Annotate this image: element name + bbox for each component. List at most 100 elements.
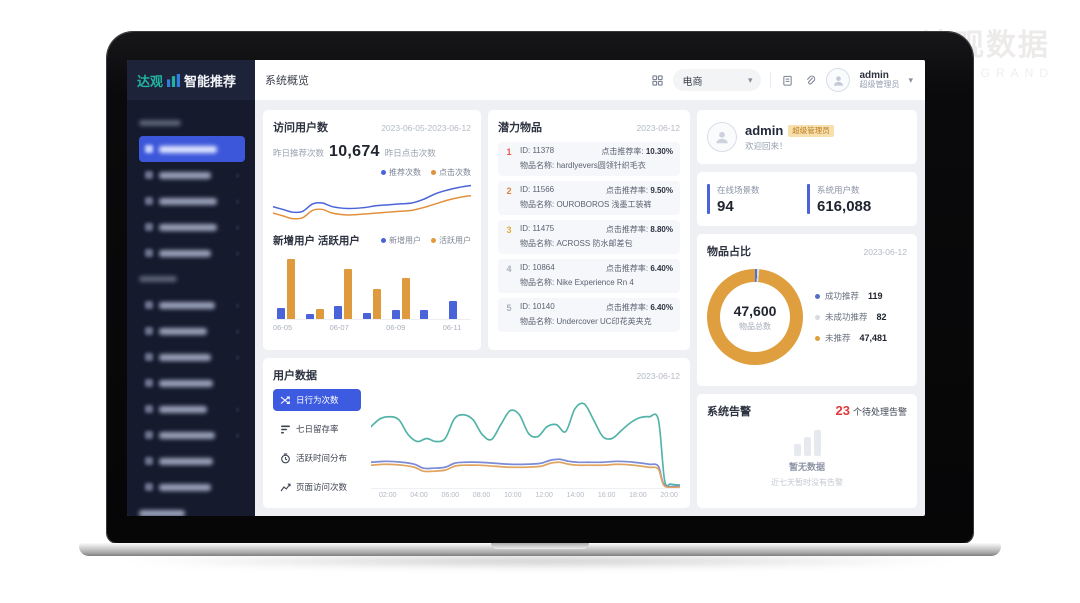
- potential-item-row[interactable]: 3 ID: 11475 点击推荐率: 8.80% 物品名称: ACROSS 防水邮差包: [498, 220, 680, 254]
- sidebar-item[interactable]: ›: [139, 318, 245, 344]
- x-tick-label: 08:00: [472, 492, 491, 499]
- item-id: ID: 10140: [520, 302, 555, 311]
- chevron-down-icon: ▾: [747, 74, 753, 85]
- sidebar-item[interactable]: ›: [139, 240, 245, 266]
- behavior-icon: [280, 395, 290, 404]
- user-data-title: 用户数据: [273, 370, 317, 382]
- bar: [277, 307, 285, 319]
- legend-dot: [815, 293, 820, 299]
- clock-icon: [281, 452, 290, 463]
- user-chevron-down-icon[interactable]: ▾: [908, 74, 913, 85]
- alert-count-suffix: 个待处理告警: [852, 407, 907, 417]
- x-tick-label: [358, 323, 386, 332]
- legend-label: 新增用户: [389, 236, 421, 245]
- legend-dot: [431, 170, 436, 175]
- potential-card-date: 2023-06-12: [636, 123, 680, 133]
- sidebar-item[interactable]: ›: [139, 214, 245, 240]
- chevron-right-icon: ›: [236, 352, 239, 362]
- proportion-date: 2023-06-12: [863, 247, 907, 257]
- visit-card-date-range: 2023-06-05-2023-06-12: [381, 123, 471, 133]
- pending-alerts[interactable]: 23 个待处理告警: [836, 403, 907, 418]
- metric2-label: 昨日点击次数: [384, 148, 436, 158]
- user-info[interactable]: admin 超级管理员: [859, 70, 899, 90]
- sidebar-item[interactable]: ›: [139, 162, 245, 188]
- legend-item[interactable]: 成功推荐 119: [815, 290, 887, 302]
- x-tick-label: 06-11: [442, 323, 462, 332]
- scene-select-value: 电商: [682, 76, 703, 88]
- user-chart-x-axis: 02:00 04:00 06:00 08:00 10:00 12:00 14:00 16:00…: [371, 489, 680, 499]
- sidebar-item-icon: [145, 249, 153, 257]
- stat-value: 616,088: [817, 197, 872, 215]
- menu-label: 页面访问次数: [296, 482, 348, 492]
- document-icon[interactable]: [780, 73, 794, 87]
- item-name: 物品名称: hardlyevers圆领针织毛衣: [520, 161, 646, 170]
- blurred-label: [139, 509, 185, 516]
- sidebar-item-icon: [145, 301, 153, 309]
- blurred-label: [159, 327, 207, 335]
- chevron-right-icon: ›: [236, 300, 239, 310]
- dashboard-screen: 达观 智能推荐 › › › › › › › › › 系统概览: [127, 60, 925, 516]
- sidebar-label: [139, 500, 245, 516]
- legend-label: 活跃用户: [439, 236, 471, 245]
- stat-accent-bar: [807, 184, 810, 214]
- chevron-right-icon: ›: [236, 326, 239, 336]
- potential-item-row[interactable]: 2 ID: 11566 点击推荐率: 9.50% 物品名称: OUROBOROS 浅墨…: [498, 181, 680, 215]
- bar: [372, 288, 381, 319]
- item-name: 物品名称: ACROSS 防水邮差包: [520, 239, 633, 248]
- bar-group: [334, 256, 353, 319]
- sidebar-item[interactable]: ›: [139, 396, 245, 422]
- item-ctr: 点击推荐率: 10.30%: [601, 147, 673, 156]
- x-tick-label: [301, 323, 329, 332]
- sidebar-item[interactable]: ›: [139, 188, 245, 214]
- potential-item-row[interactable]: 4 ID: 10864 点击推荐率: 6.40% 物品名称: Nike Experie…: [498, 259, 680, 293]
- legend-item[interactable]: 推荐次数: [381, 167, 421, 178]
- x-tick-label: 14:00: [566, 492, 585, 499]
- proportion-donut: [707, 269, 803, 365]
- left-column: 访问用户数 2023-06-05-2023-06-12 昨日推荐次数 10,67…: [263, 110, 690, 508]
- item-name: 物品名称: OUROBOROS 浅墨工装裤: [520, 200, 652, 209]
- blurred-label: [159, 405, 207, 413]
- legend-dot: [815, 335, 820, 341]
- proportion-legend: 成功推荐 119 未成功推荐 82 未推荐 47,481: [815, 290, 887, 344]
- rank-badge: 3: [506, 225, 512, 235]
- proportion-title: 物品占比: [707, 246, 751, 258]
- bar: [420, 309, 429, 319]
- laptop-shadow: [110, 555, 970, 567]
- alerts-empty-state: 暂无数据 近七天暂时没有告警: [707, 419, 907, 499]
- legend-dot: [431, 238, 436, 243]
- menu-daily-behavior[interactable]: 日行为次数: [273, 389, 361, 411]
- sidebar-item[interactable]: ›: [139, 292, 245, 318]
- user-role: 超级管理员: [859, 80, 900, 90]
- legend-item[interactable]: 点击次数: [431, 167, 471, 178]
- menu-page-visits[interactable]: 页面访问次数: [273, 476, 361, 498]
- dashboard-content: 访问用户数 2023-06-05-2023-06-12 昨日推荐次数 10,67…: [255, 100, 925, 516]
- menu-active-time[interactable]: 活跃时间分布: [273, 447, 361, 469]
- x-tick-label: 18:00: [629, 492, 647, 499]
- potential-item-row[interactable]: 5 ID: 10140 点击推荐率: 6.40% 物品名称: Undercover U…: [498, 298, 680, 332]
- sidebar-item[interactable]: [139, 370, 245, 396]
- scene-select[interactable]: 电商 ▾: [673, 69, 762, 91]
- stat-accent-bar: [707, 184, 710, 214]
- item-ctr: 点击推荐率: 9.50%: [605, 186, 673, 195]
- stat-label: 系统用户数: [817, 184, 860, 195]
- menu-retention[interactable]: 七日留存率: [273, 418, 361, 440]
- legend-item[interactable]: 新增用户: [381, 235, 421, 246]
- stat-system-users: 系统用户数 616,088: [807, 184, 907, 215]
- new-users-title: 新增用户 活跃用户: [273, 235, 360, 247]
- topbar: 系统概览 电商 ▾: [255, 60, 925, 100]
- legend-item[interactable]: 未推荐 47,481: [815, 332, 887, 344]
- sidebar-item-active[interactable]: [139, 136, 245, 162]
- sidebar-item[interactable]: ›: [139, 344, 245, 370]
- sidebar-item[interactable]: [139, 474, 245, 500]
- legend-item[interactable]: 未成功推荐 82: [815, 311, 887, 323]
- sidebar-item[interactable]: [139, 448, 245, 474]
- bar: [287, 259, 295, 319]
- sidebar-item[interactable]: ›: [139, 422, 245, 448]
- paperclip-icon[interactable]: [803, 73, 817, 87]
- legend-item[interactable]: 活跃用户: [431, 235, 471, 246]
- potential-item-row[interactable]: 1 ID: 11378 点击推荐率: 10.30% 物品名称: hardlyevers…: [498, 142, 680, 176]
- apps-grid-icon[interactable]: [650, 73, 664, 87]
- x-tick-label: 20:00: [660, 492, 678, 499]
- user-avatar[interactable]: [826, 68, 851, 92]
- blurred-label: [159, 483, 211, 491]
